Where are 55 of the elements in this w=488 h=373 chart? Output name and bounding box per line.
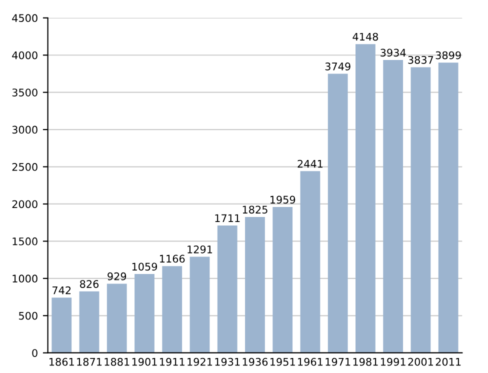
y-tick-label: 2000 xyxy=(12,200,38,208)
y-tick-label: 3500 xyxy=(12,88,38,96)
bar xyxy=(245,217,265,353)
y-tick-label: 3000 xyxy=(12,126,38,134)
data-label: 826 xyxy=(80,280,99,288)
x-tick-label: 1911 xyxy=(160,358,184,366)
x-tick-label: 1961 xyxy=(298,358,323,366)
x-tick-label: 1861 xyxy=(50,358,74,366)
data-label: 2441 xyxy=(298,160,323,168)
y-tick-label: 4000 xyxy=(12,51,38,60)
y-tick-label: 2500 xyxy=(12,163,38,171)
x-tick-label: 1951 xyxy=(270,358,295,366)
data-label: 1059 xyxy=(132,262,158,271)
bar xyxy=(300,171,320,353)
bar xyxy=(328,74,348,353)
data-label: 1825 xyxy=(242,206,268,214)
y-tick-label: 0 xyxy=(32,349,38,357)
data-label: 1711 xyxy=(215,214,240,222)
data-label: 4148 xyxy=(352,32,378,41)
bar xyxy=(217,226,238,353)
data-label: 929 xyxy=(108,272,126,280)
bar xyxy=(438,62,458,353)
data-label: 1291 xyxy=(188,245,212,254)
bar xyxy=(190,256,210,353)
bar xyxy=(134,274,154,353)
x-tick-label: 2001 xyxy=(408,358,433,366)
x-tick-label: 1991 xyxy=(380,358,406,366)
bar xyxy=(79,291,100,353)
data-label: 1959 xyxy=(270,196,296,204)
data-label: 742 xyxy=(52,286,71,294)
data-label: 1166 xyxy=(160,254,185,263)
y-tick-label: 500 xyxy=(19,312,38,320)
data-label: 3934 xyxy=(380,48,406,57)
y-tick-label: 1000 xyxy=(12,274,38,283)
x-tick-label: 1936 xyxy=(242,358,268,366)
bar xyxy=(52,298,72,353)
data-label: 3837 xyxy=(408,56,434,64)
y-tick-label: 4500 xyxy=(12,14,38,22)
bar xyxy=(272,207,293,353)
bar xyxy=(162,266,182,353)
y-tick-label: 1500 xyxy=(12,237,38,246)
data-label: 3749 xyxy=(325,62,350,70)
x-tick-label: 1971 xyxy=(326,358,350,366)
x-tick-label: 1931 xyxy=(215,358,240,366)
x-tick-label: 2011 xyxy=(436,358,461,366)
bar xyxy=(383,60,404,353)
x-tick-label: 1981 xyxy=(353,358,378,366)
bar xyxy=(410,67,431,353)
bar xyxy=(106,284,127,353)
x-tick-label: 1871 xyxy=(77,358,102,366)
x-tick-label: 1881 xyxy=(104,358,130,366)
data-label: 3899 xyxy=(436,51,461,60)
bar xyxy=(356,44,376,353)
x-tick-label: 1901 xyxy=(132,358,157,366)
x-tick-label: 1921 xyxy=(188,358,212,366)
